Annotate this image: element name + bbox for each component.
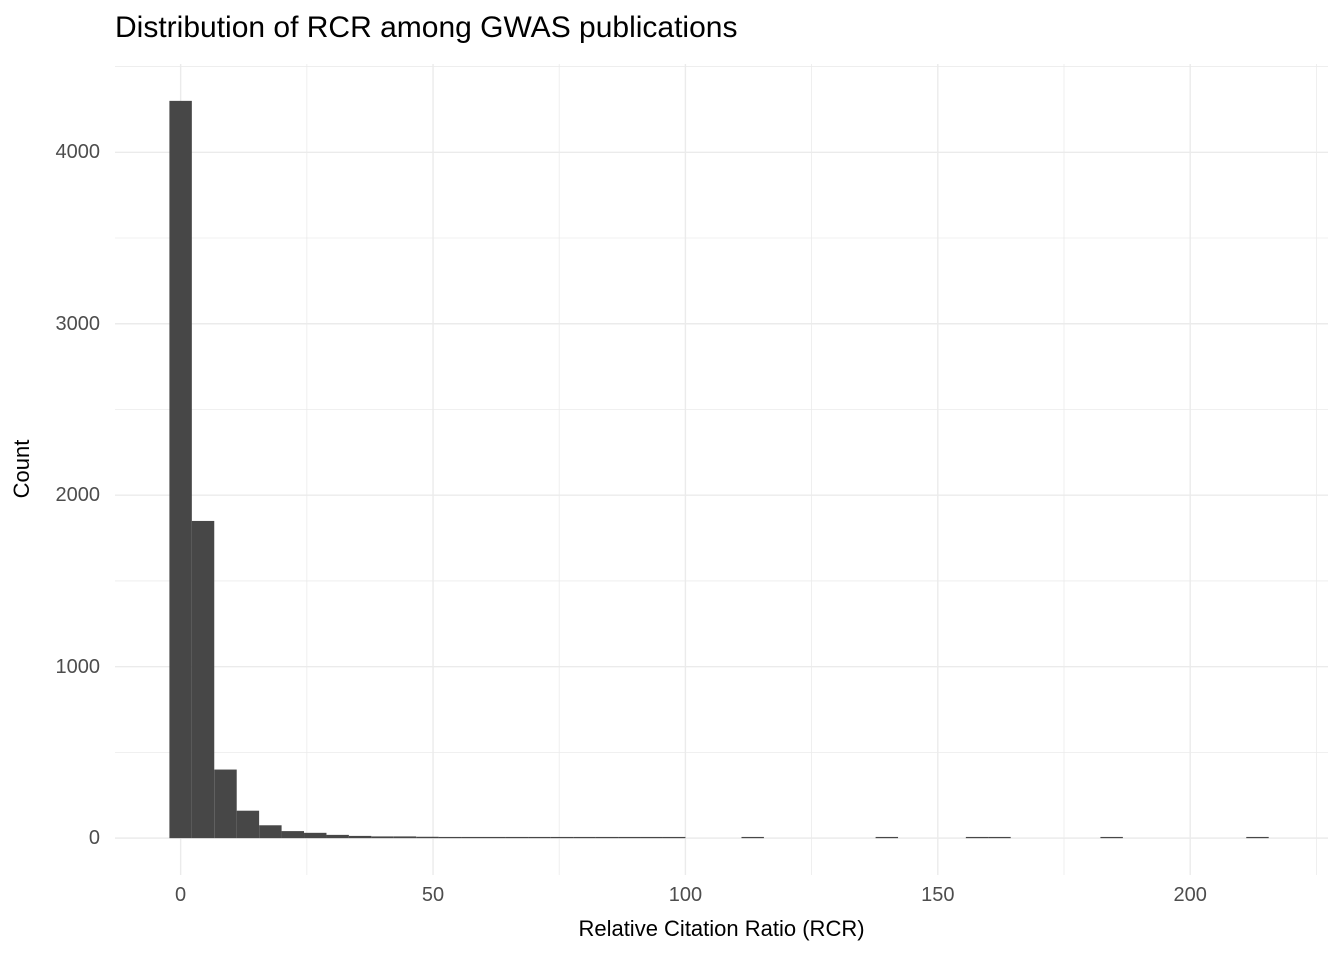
histogram-bar [483, 836, 506, 839]
x-axis-title: Relative Citation Ratio (RCR) [578, 916, 865, 941]
histogram-bar [595, 836, 619, 839]
histogram-bar [326, 834, 349, 839]
histogram-bar [259, 825, 282, 839]
histogram-bar [505, 836, 529, 839]
chart-title: Distribution of RCR among GWAS publicati… [115, 11, 738, 44]
histogram-bar [1246, 836, 1269, 839]
histogram-bar [875, 836, 899, 839]
histogram-bar [528, 836, 551, 839]
histogram-bar [988, 836, 1011, 839]
histogram-bar [169, 100, 192, 839]
histogram-bar [640, 836, 663, 839]
histogram-bar [438, 836, 462, 839]
y-tick-label: 3000 [55, 312, 101, 335]
histogram-plot [115, 64, 1328, 875]
histogram-bar [393, 836, 417, 839]
y-tick-label: 2000 [55, 484, 101, 507]
histogram-bar [618, 836, 641, 839]
histogram-bar [304, 832, 327, 839]
histogram-bar [348, 835, 372, 839]
histogram-bar [550, 836, 574, 839]
y-tick-label: 0 [88, 827, 100, 850]
y-tick-label: 4000 [55, 141, 101, 164]
histogram-bar [965, 836, 989, 839]
y-axis-title: Count [9, 439, 34, 499]
histogram-bar [573, 836, 596, 839]
x-tick-label: 0 [175, 884, 187, 906]
x-tick-label: 150 [921, 884, 955, 906]
y-tick-label: 1000 [55, 655, 101, 678]
histogram-bar [416, 836, 439, 839]
histogram-bar [281, 831, 305, 839]
histogram-bar [662, 836, 686, 839]
histogram-bar [461, 836, 484, 839]
histogram-bar [214, 769, 237, 839]
histogram-bar [371, 836, 394, 839]
x-tick-label: 100 [668, 884, 703, 906]
histogram-bar [191, 520, 215, 839]
histogram-bar [236, 810, 260, 839]
histogram-bar [741, 836, 764, 839]
x-tick-label: 50 [421, 884, 445, 906]
x-tick-label: 200 [1173, 884, 1207, 906]
plot-panel [115, 64, 1328, 875]
histogram-bar [1100, 836, 1123, 839]
